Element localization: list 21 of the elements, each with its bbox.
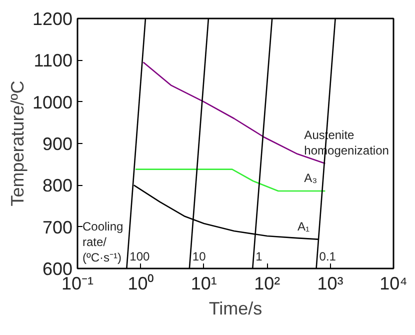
y-tick-label: 700 [42, 217, 73, 238]
x-tick-label: 10⁰ [128, 274, 154, 294]
y-tick-label: 900 [42, 134, 73, 154]
x-axis-title: Time/s [208, 298, 262, 318]
x-tick-label: 10³ [317, 274, 344, 294]
y-tick-label: 800 [42, 176, 73, 196]
annotation: Cooling rate/ (ºC·s⁻¹) [82, 220, 124, 264]
series-label: 0.1 [319, 250, 336, 264]
series-label: A₃ [304, 171, 318, 185]
y-tick-label: 1200 [32, 9, 73, 29]
series-label: 1 [256, 250, 263, 264]
y-axis-title: Temperature/ºC [7, 80, 28, 206]
series-label: A₁ [297, 219, 310, 234]
series-label: 10 [192, 250, 206, 264]
x-tick-label: 10² [254, 274, 280, 294]
series-label: 100 [130, 250, 150, 264]
x-tick-label: 10⁻¹ [61, 274, 94, 294]
y-tick-label: 1100 [34, 50, 73, 71]
x-tick-label: 10⁴ [380, 274, 408, 294]
y-tick-label: 1000 [32, 92, 73, 112]
x-tick-label: 10¹ [190, 274, 217, 294]
